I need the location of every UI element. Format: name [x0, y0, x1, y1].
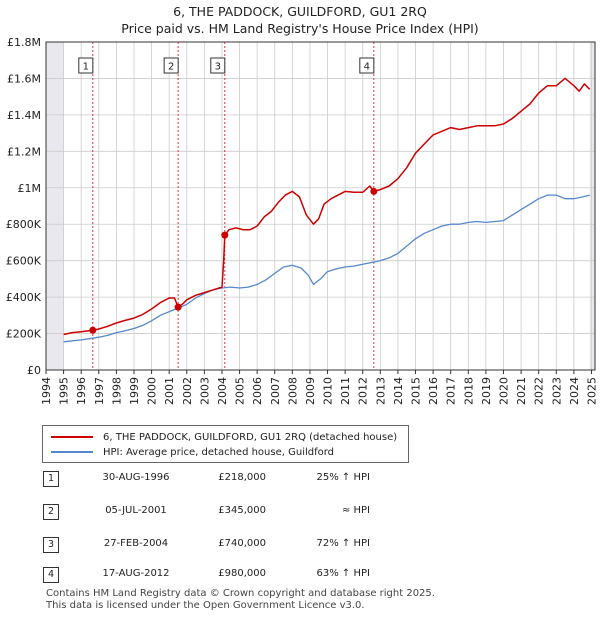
y-tick-label: £1.8M	[7, 36, 41, 49]
sale-label-number: 4	[364, 62, 370, 73]
table-row: 3 27-FEB-2004 £740,000 72% ↑ HPI	[40, 537, 540, 555]
sale-number: 1	[43, 471, 59, 487]
x-tick-label: 2008	[286, 377, 299, 405]
sale-point	[370, 187, 378, 195]
x-tick-label: 1999	[128, 377, 141, 405]
x-tick-label: 2001	[163, 377, 176, 405]
x-tick-label: 2010	[322, 377, 335, 405]
x-tick-label: 2015	[410, 377, 423, 405]
sale-point	[174, 303, 182, 311]
x-tick-label: 1994	[40, 377, 53, 405]
sale-point	[89, 326, 97, 334]
sale-number: 2	[43, 504, 59, 520]
sale-label-number: 3	[215, 62, 221, 73]
x-tick-label: 2025	[585, 377, 598, 405]
sale-hpi: 72% ↑ HPI	[316, 538, 370, 549]
x-tick-label: 2019	[480, 377, 493, 405]
legend: 6, THE PADDOCK, GUILDFORD, GU1 2RQ (deta…	[42, 425, 409, 463]
x-tick-label: 2023	[550, 377, 563, 405]
x-tick-label: 2006	[251, 377, 264, 405]
footer: Contains HM Land Registry data © Crown c…	[46, 588, 435, 612]
x-tick-label: 2003	[198, 377, 211, 405]
table-row: 4 17-AUG-2012 £980,000 63% ↑ HPI	[40, 567, 540, 585]
x-tick-label: 2021	[515, 377, 528, 405]
x-tick-label: 2011	[339, 377, 352, 405]
y-tick-label: £200K	[6, 328, 42, 341]
sale-date: 05-JUL-2001	[105, 505, 167, 516]
property-price-line	[63, 77, 591, 336]
x-tick-label: 1996	[75, 377, 88, 405]
sale-date: 27-FEB-2004	[103, 538, 169, 549]
x-tick-label: 2017	[445, 377, 458, 405]
price-chart: 1 2 3 4 £0 £200K £400K £600K £800K £1M £1.2M £1.4M…	[6, 36, 599, 405]
sale-hpi: 25% ↑ HPI	[316, 472, 370, 483]
y-tick-label: £1M	[18, 182, 42, 195]
sale-hpi: 63% ↑ HPI	[316, 568, 370, 579]
x-tick-label: 2012	[357, 377, 370, 405]
sale-point	[221, 231, 229, 239]
shaded-region	[46, 42, 64, 370]
sale-label-box	[163, 57, 179, 74]
x-tick-label: 2022	[533, 377, 546, 405]
x-tick-label: 2002	[181, 377, 194, 405]
sale-label-number: 2	[168, 62, 174, 73]
x-tick-label: 2024	[568, 377, 581, 405]
x-tick-label: 1995	[58, 377, 71, 405]
x-tick-label: 2018	[462, 377, 475, 405]
x-tick-label: 2014	[392, 377, 405, 405]
chart-title: 6, THE PADDOCK, GUILDFORD, GU1 2RQ	[173, 4, 427, 19]
legend-label-hpi: HPI: Average price, detached house, Guil…	[103, 446, 335, 458]
x-tick-label: 1998	[110, 377, 123, 405]
legend-label-property: 6, THE PADDOCK, GUILDFORD, GU1 2RQ (deta…	[103, 431, 398, 443]
sale-label-box	[359, 57, 375, 74]
sale-label-box	[210, 57, 226, 74]
sale-date: 30-AUG-1996	[102, 472, 170, 483]
x-tick-label: 2000	[146, 377, 159, 405]
x-tick-label: 2009	[304, 377, 317, 405]
sale-price: £740,000	[218, 538, 266, 549]
sale-label-box	[78, 57, 94, 74]
y-tick-label: £600K	[6, 255, 42, 268]
y-tick-label: £0	[27, 364, 41, 377]
y-tick-label: £1.4M	[7, 109, 41, 122]
x-tick-label: 2005	[234, 377, 247, 405]
sale-price: £980,000	[218, 568, 266, 579]
y-tick-label: £400K	[6, 291, 42, 304]
x-tick-label: 2020	[498, 377, 511, 405]
footer-copyright: Contains HM Land Registry data © Crown c…	[46, 588, 435, 599]
table-row: 1 30-AUG-1996 £218,000 25% ↑ HPI	[40, 471, 540, 489]
plot-border	[45, 41, 596, 371]
legend-swatch-blue	[51, 451, 93, 453]
sale-price: £218,000	[218, 472, 266, 483]
table-row: 2 05-JUL-2001 £345,000 ≈ HPI	[40, 504, 540, 522]
chart-subtitle: Price paid vs. HM Land Registry's House …	[121, 21, 479, 36]
sale-date: 17-AUG-2012	[102, 568, 170, 579]
legend-item-property: 6, THE PADDOCK, GUILDFORD, GU1 2RQ (deta…	[51, 430, 397, 444]
x-tick-label: 2007	[269, 377, 282, 405]
hpi-line	[63, 194, 590, 343]
y-tick-label: £800K	[6, 218, 42, 231]
legend-swatch-red	[51, 436, 93, 438]
y-tick-label: £1.6M	[7, 72, 41, 85]
x-tick-label: 2013	[374, 377, 387, 405]
x-tick-label: 2004	[216, 377, 229, 405]
sale-number: 4	[43, 567, 59, 583]
x-tick-label: 1997	[93, 377, 106, 405]
sale-hpi: ≈ HPI	[341, 505, 370, 516]
shaded-region	[589, 42, 595, 370]
sale-number: 3	[43, 537, 59, 553]
plot-area	[46, 42, 595, 370]
legend-item-hpi: HPI: Average price, detached house, Guil…	[51, 445, 334, 459]
sale-label-number: 1	[83, 62, 89, 73]
sale-price: £345,000	[218, 505, 266, 516]
x-tick-label: 2016	[427, 377, 440, 405]
y-tick-label: £1.2M	[7, 145, 41, 158]
footer-license: This data is licensed under the Open Gov…	[46, 600, 365, 611]
